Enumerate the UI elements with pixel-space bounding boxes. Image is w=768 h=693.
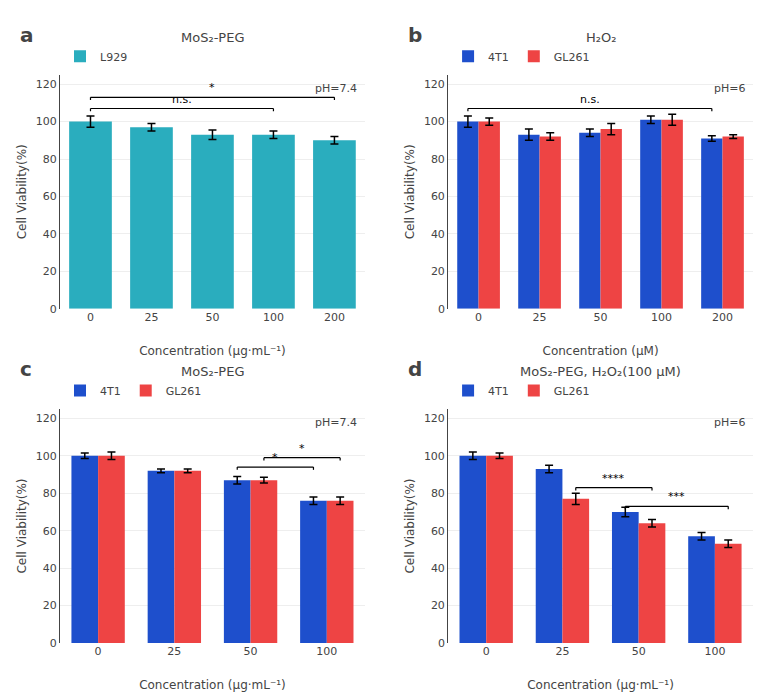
svg-text:20: 20: [43, 599, 57, 612]
svg-text:25: 25: [555, 645, 569, 658]
svg-text:100: 100: [263, 311, 284, 324]
svg-text:0: 0: [95, 645, 102, 658]
svg-text:0: 0: [483, 645, 490, 658]
svg-text:100: 100: [424, 450, 445, 463]
svg-text:80: 80: [431, 487, 445, 500]
svg-text:80: 80: [43, 487, 57, 500]
svg-text:pH=6: pH=6: [714, 82, 745, 95]
svg-text:100: 100: [424, 115, 445, 128]
svg-text:100: 100: [36, 115, 57, 128]
svg-text:L929: L929: [100, 51, 127, 64]
svg-text:n.s.: n.s.: [580, 93, 600, 106]
svg-text:60: 60: [43, 190, 57, 203]
svg-text:0: 0: [50, 637, 57, 650]
svg-text:Concentration (μg·mL⁻¹): Concentration (μg·mL⁻¹): [527, 678, 674, 692]
svg-text:pH=6: pH=6: [714, 416, 745, 429]
svg-text:b: b: [408, 23, 422, 47]
svg-text:GL261: GL261: [166, 385, 202, 398]
svg-text:25: 25: [533, 311, 547, 324]
svg-text:4T1: 4T1: [100, 385, 121, 398]
svg-text:40: 40: [431, 228, 445, 241]
svg-text:***: ***: [668, 490, 685, 503]
svg-text:Cell Viability(%): Cell Viability(%): [403, 144, 417, 239]
svg-text:Concentration (μM): Concentration (μM): [543, 344, 659, 358]
svg-text:0: 0: [438, 303, 445, 316]
svg-text:120: 120: [424, 412, 445, 425]
svg-text:0: 0: [87, 311, 94, 324]
svg-text:60: 60: [43, 525, 57, 538]
svg-text:120: 120: [36, 78, 57, 91]
svg-text:GL261: GL261: [554, 51, 590, 64]
svg-text:120: 120: [424, 78, 445, 91]
svg-text:Cell Viability(%): Cell Viability(%): [403, 478, 417, 573]
svg-text:pH=7.4: pH=7.4: [315, 416, 357, 429]
svg-text:80: 80: [431, 153, 445, 166]
svg-text:MoS₂-PEG: MoS₂-PEG: [181, 364, 244, 379]
svg-text:40: 40: [43, 228, 57, 241]
svg-text:60: 60: [431, 190, 445, 203]
svg-text:40: 40: [43, 562, 57, 575]
svg-text:50: 50: [205, 311, 219, 324]
svg-text:MoS₂-PEG, H₂O₂(100 μM): MoS₂-PEG, H₂O₂(100 μM): [520, 364, 681, 379]
svg-text:pH=7.4: pH=7.4: [315, 82, 357, 95]
svg-text:0: 0: [438, 637, 445, 650]
svg-text:H₂O₂: H₂O₂: [586, 30, 616, 45]
svg-text:20: 20: [431, 265, 445, 278]
svg-text:120: 120: [36, 412, 57, 425]
svg-text:25: 25: [144, 311, 158, 324]
svg-text:****: ****: [602, 472, 625, 485]
svg-text:100: 100: [704, 645, 725, 658]
svg-text:200: 200: [712, 311, 733, 324]
svg-text:50: 50: [594, 311, 608, 324]
svg-text:Cell Viability(%): Cell Viability(%): [15, 144, 29, 239]
svg-text:c: c: [20, 357, 32, 381]
svg-text:60: 60: [431, 525, 445, 538]
svg-text:0: 0: [475, 311, 482, 324]
svg-text:Cell Viability(%): Cell Viability(%): [15, 478, 29, 573]
svg-text:4T1: 4T1: [488, 385, 509, 398]
svg-text:50: 50: [244, 645, 258, 658]
svg-text:100: 100: [316, 645, 337, 658]
svg-text:a: a: [20, 23, 34, 47]
svg-text:d: d: [408, 357, 422, 381]
svg-text:n.s.: n.s.: [172, 93, 192, 106]
svg-text:GL261: GL261: [554, 385, 590, 398]
svg-text:200: 200: [324, 311, 345, 324]
svg-text:*: *: [272, 451, 278, 464]
svg-text:50: 50: [632, 645, 646, 658]
svg-text:100: 100: [36, 450, 57, 463]
svg-text:Concentration (μg·mL⁻¹): Concentration (μg·mL⁻¹): [139, 678, 286, 692]
svg-text:40: 40: [431, 562, 445, 575]
svg-text:4T1: 4T1: [488, 51, 509, 64]
svg-text:*: *: [299, 442, 305, 455]
svg-text:80: 80: [43, 153, 57, 166]
svg-text:0: 0: [50, 303, 57, 316]
svg-text:100: 100: [651, 311, 672, 324]
svg-text:20: 20: [43, 265, 57, 278]
svg-text:MoS₂-PEG: MoS₂-PEG: [181, 30, 244, 45]
svg-text:20: 20: [431, 599, 445, 612]
svg-text:Concentration (μg·mL⁻¹): Concentration (μg·mL⁻¹): [139, 344, 286, 358]
svg-text:25: 25: [167, 645, 181, 658]
svg-text:*: *: [209, 81, 215, 94]
